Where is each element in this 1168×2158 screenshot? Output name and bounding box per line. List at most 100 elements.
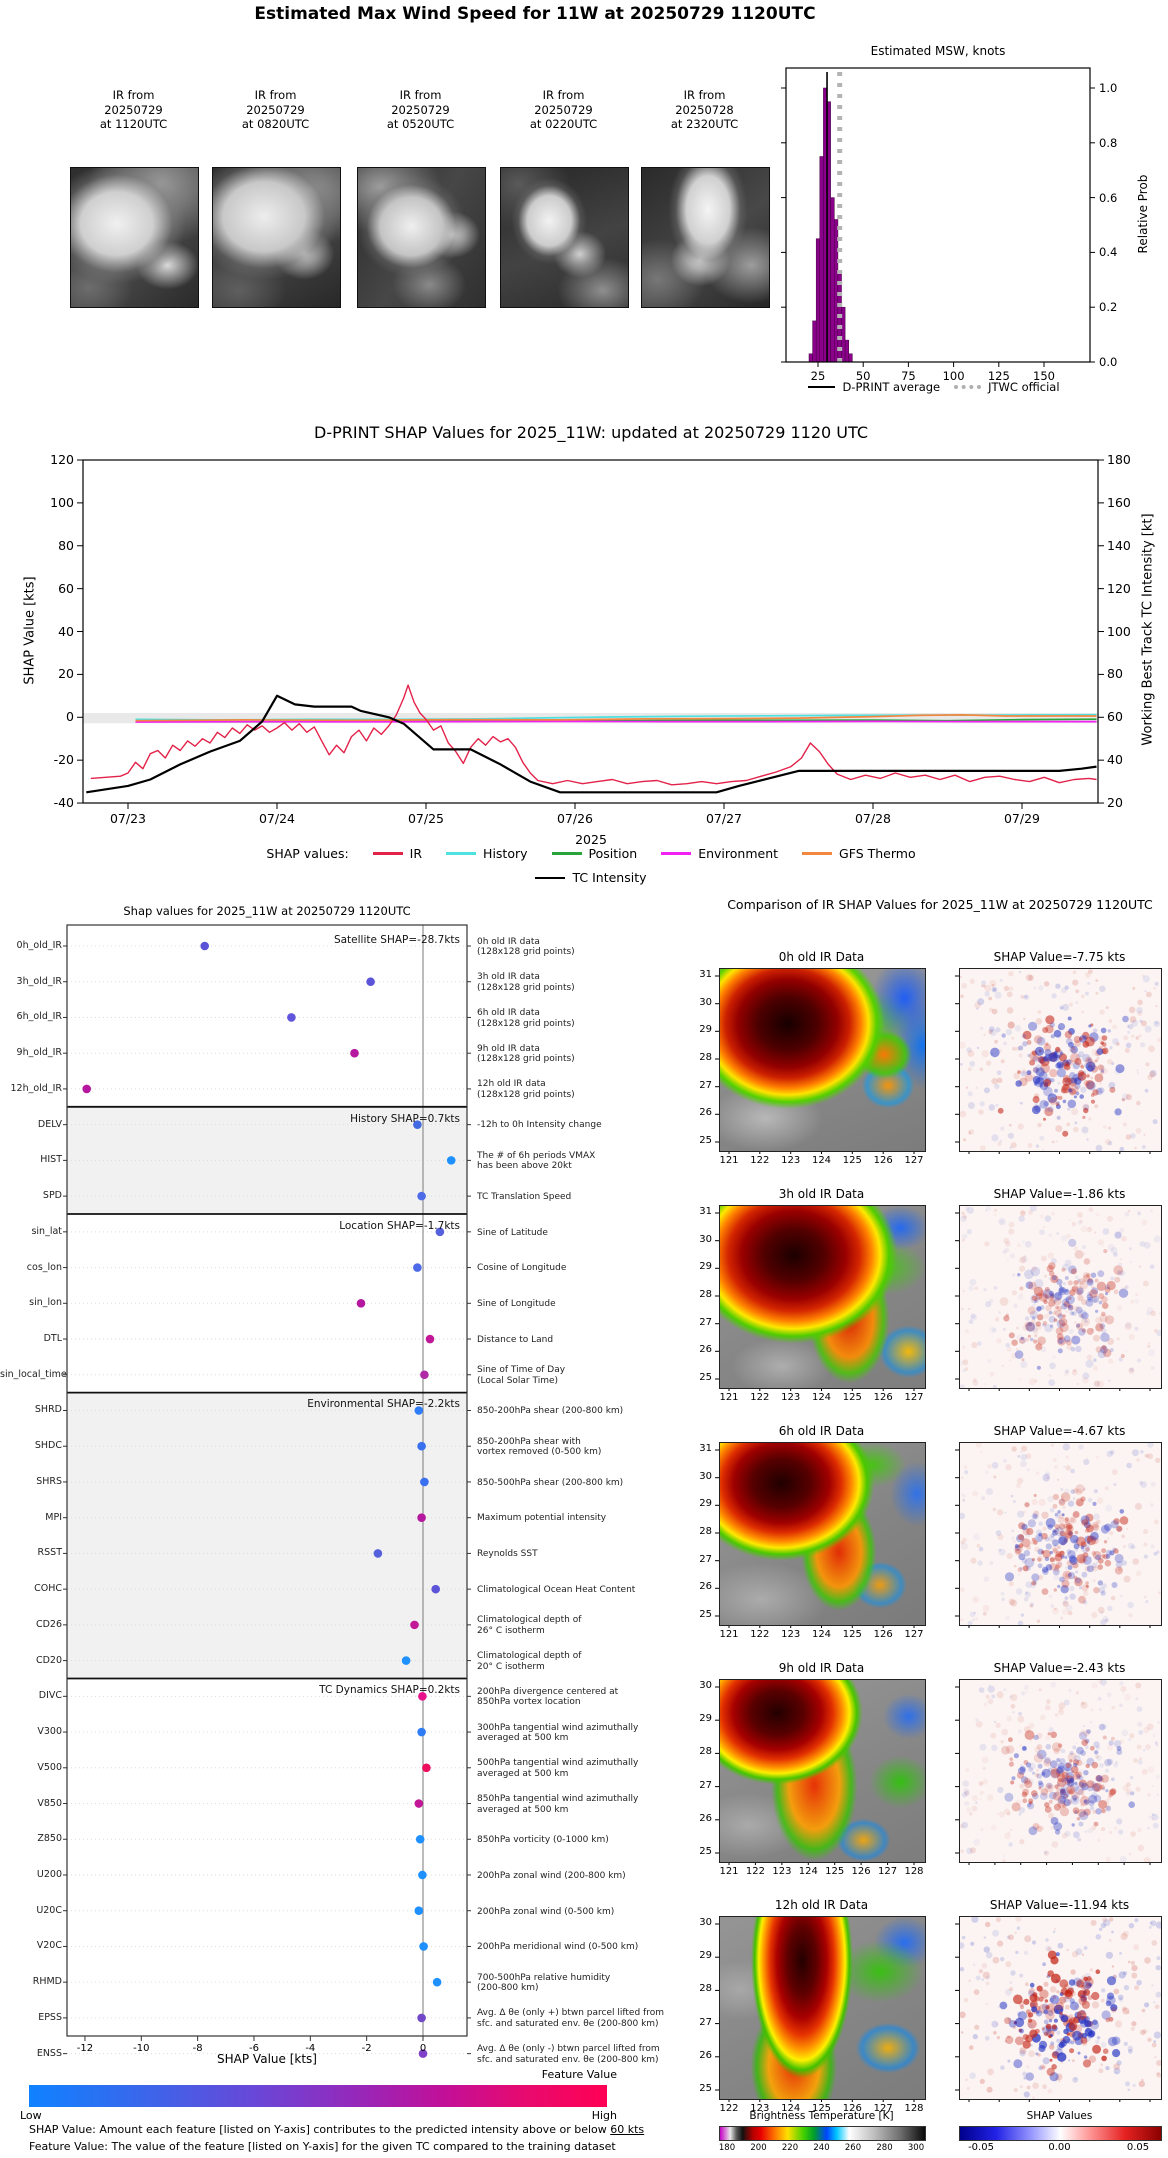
map-xtick-label: 126 (873, 1629, 893, 1640)
map-ytick-label: 31 (699, 1206, 712, 1217)
feature-label: cos_lon (26, 1261, 62, 1273)
feature-dot-U200 (418, 1870, 427, 1880)
ts-xtick-label: 07/24 (258, 811, 296, 826)
ir-thumbnail (70, 167, 199, 308)
feature-dot-6h_old_IR (287, 1013, 296, 1022)
map-xtick-label: 127 (873, 2103, 893, 2114)
bt-colorbar-tick: 260 (844, 2143, 862, 2153)
feature-dot-Z850 (415, 1834, 425, 1844)
feature-label: 0h_old_IR (16, 940, 62, 951)
hist-xtick-label: 150 (1033, 369, 1055, 383)
map-ytick-label: 26 (699, 1344, 712, 1356)
feature-label: 3h_old_IR (16, 975, 62, 987)
shap-colorbar-tick: 0.00 (1048, 2142, 1071, 2153)
map-ytick-label: 30 (699, 996, 712, 1008)
feature-dot-V20C (419, 1942, 428, 1951)
fp-xtick-label: -12 (76, 2043, 94, 2054)
ts-ytick-right: 140 (1107, 537, 1131, 553)
feature-label: U200 (36, 1868, 62, 1880)
feature-label: Z850 (37, 1833, 62, 1845)
line-sample-icon (802, 852, 833, 855)
feature-dot-U20C (414, 1906, 424, 1916)
fp-xtick-label: -4 (305, 2043, 316, 2054)
feature-dot-COHC (431, 1584, 441, 1594)
histogram-legend-label: JTWC official (988, 380, 1060, 394)
feature-desc: 850-200hPa shear with vortex removed (0-… (477, 1436, 602, 1458)
hist-xtick-label: 75 (901, 369, 916, 383)
hist-ytick-label: 0.2 (1099, 300, 1118, 315)
feature-dot-3h_old_IR (366, 977, 375, 987)
shap-values-colorbar (959, 2126, 1162, 2141)
feature-label: 12h_old_IR (10, 1082, 63, 1094)
map-ytick-label: 29 (699, 1261, 712, 1273)
fp-xtick-label: -6 (248, 2043, 259, 2054)
map-xtick-label: 121 (719, 1155, 739, 1166)
timeseries-legend-item: Position (551, 846, 638, 861)
feature-label: 6h_old_IR (16, 1011, 62, 1023)
ir-thumbnail (212, 167, 341, 308)
fp-xtick-label: -8 (192, 2043, 203, 2054)
map-ytick-label: 26 (699, 1581, 712, 1593)
section-header: History SHAP=0.7kts (350, 1112, 460, 1125)
map-xtick-label: 123 (781, 1392, 801, 1403)
ir-thumbnail (357, 167, 486, 308)
ir-thumbnail (641, 167, 770, 308)
feature-label: sin_lat (31, 1225, 62, 1237)
feature-desc: 6h old IR data (128x128 grid points) (477, 1008, 575, 1029)
ts-ytick-right: 180 (1107, 452, 1131, 467)
ts-xtick-label: 07/28 (854, 811, 892, 826)
shap-speckle-map (959, 1205, 1162, 1389)
feature-desc: Climatological depth of 26° C isotherm (477, 1615, 582, 1636)
ts-ytick-right: 100 (1107, 623, 1131, 639)
map-ytick-label: 26 (699, 2049, 712, 2061)
timeseries-legend-label: Position (588, 846, 638, 861)
histogram-bar (808, 353, 813, 363)
feature-plot-title: Shap values for 2025_11W at 20250729 112… (123, 904, 411, 918)
feature-dot-ENSS (418, 2049, 428, 2058)
feature-desc: 200hPa zonal wind (0-500 km) (477, 1906, 615, 1917)
timeseries-legend-label: History (483, 846, 528, 861)
map-xtick-label: 126 (873, 1155, 893, 1166)
map-ytick-label: 25 (699, 2083, 712, 2094)
timeseries-legend-label: Environment (698, 846, 779, 861)
timeseries-ylabel-right: Working Best Track TC Intensity [kt] (1140, 513, 1156, 746)
feature-label: SHDC (34, 1440, 62, 1452)
section-header: TC Dynamics SHAP=0.2kts (319, 1684, 460, 1697)
map-xtick-label: 125 (842, 1629, 862, 1640)
feature-desc: 700-500hPa relative humidity (200-800 km… (477, 1972, 611, 1994)
ts-ytick-left: 100 (50, 494, 74, 510)
feature-dot-EPSS (417, 2013, 426, 2023)
feature-label: SHRS (36, 1475, 62, 1487)
map-xtick-label: 122 (750, 1392, 770, 1403)
feature-desc: Cosine of Longitude (477, 1263, 567, 1274)
feature-label: DELV (37, 1118, 62, 1130)
timeseries-legend-row2: TC Intensity (84, 870, 1098, 885)
hist-ytick-label: 0.4 (1099, 245, 1118, 260)
feature-label: sin_local_time (0, 1368, 67, 1380)
ts-ytick-left: 0 (66, 709, 74, 725)
caption-text: SHAP Value: Amount each feature [listed … (29, 2123, 611, 2136)
caption-underlined-threshold: 60 kts (610, 2123, 645, 2136)
feature-desc: 850-500hPa shear (200-800 km) (477, 1477, 624, 1488)
shap-speckle-map (959, 1442, 1162, 1626)
ts-ytick-left: -20 (53, 752, 74, 768)
ts-line-environment (135, 720, 1097, 723)
feature-dot-DIVC (418, 1692, 427, 1701)
section-header: Environmental SHAP=-2.2kts (307, 1398, 460, 1411)
map-ytick-label: 29 (699, 1713, 712, 1725)
map-ytick-label: 28 (699, 1983, 712, 1995)
feature-desc: Maximum potential intensity (477, 1513, 607, 1524)
feature-desc: 200hPa divergence centered at 850hPa vor… (477, 1686, 619, 1708)
map-ytick-label: 26 (699, 1107, 712, 1119)
feature-label: sin_lon (29, 1297, 62, 1309)
map-xtick-label: 123 (781, 1155, 801, 1166)
feature-desc: Avg. Δ θe (only -) btwn parcel lifted fr… (477, 2044, 660, 2065)
ts-ytick-right: 80 (1107, 666, 1123, 682)
timeseries-legend-item: Environment (661, 846, 778, 861)
section-header: Satellite SHAP=-28.7kts (333, 934, 460, 946)
feature-label: V300 (37, 1726, 62, 1738)
feature-label: CD20 (35, 1654, 62, 1666)
map-xtick-label: 124 (811, 1392, 832, 1403)
feature-label: CD26 (35, 1618, 62, 1630)
